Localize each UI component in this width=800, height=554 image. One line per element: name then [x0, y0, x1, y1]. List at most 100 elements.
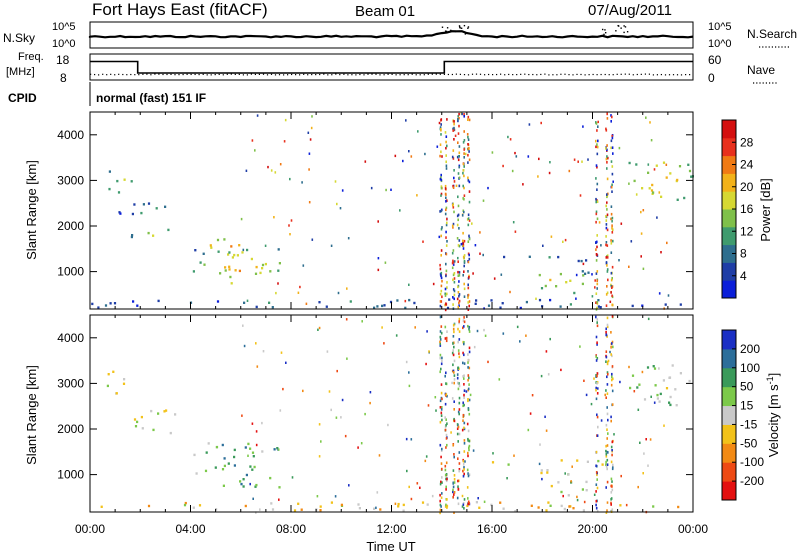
- noise-cell: [439, 482, 442, 486]
- noise-cell: [453, 293, 456, 297]
- noise-cell: [595, 145, 597, 149]
- nave-dot: [419, 74, 421, 76]
- nave-dot: [685, 74, 687, 76]
- noise-cell: [438, 235, 441, 239]
- noise-cell: [462, 247, 465, 250]
- echo-cell: [261, 263, 265, 267]
- noise-cell: [456, 155, 459, 159]
- noise-cell: [547, 373, 550, 376]
- echo-cell: [238, 244, 241, 247]
- noise-cell: [606, 360, 609, 364]
- noise-cell: [606, 208, 608, 211]
- noise-cell: [445, 371, 447, 375]
- echo-cell: [113, 302, 117, 305]
- noise-cell: [605, 304, 608, 307]
- noise-cell: [410, 155, 413, 158]
- noise-cell: [417, 130, 419, 133]
- noise-cell: [453, 381, 455, 385]
- echo-cell: [231, 256, 234, 259]
- noise-cell: [309, 138, 312, 141]
- nsearch-dot: [459, 26, 461, 28]
- noise-cell: [445, 269, 448, 273]
- nave-dot: [110, 73, 112, 75]
- noise-cell: [467, 135, 469, 139]
- echo-cell: [581, 270, 584, 273]
- noise-cell: [453, 260, 456, 263]
- echo-cell: [216, 300, 220, 303]
- echo-cell: [643, 398, 647, 401]
- noise-cell: [457, 274, 460, 277]
- noise-cell: [453, 511, 455, 514]
- freq-tick-bottom: 8: [60, 71, 67, 85]
- noise-cell: [424, 459, 427, 463]
- noise-cell: [596, 270, 599, 273]
- noise-cell: [255, 443, 258, 447]
- noise-cell: [457, 158, 460, 162]
- echo-cell: [192, 270, 195, 273]
- noise-cell: [445, 236, 447, 239]
- noise-cell: [610, 501, 612, 505]
- noise-cell: [466, 422, 469, 426]
- echo-cell: [207, 442, 210, 445]
- noise-cell: [541, 477, 543, 481]
- noise-cell: [611, 172, 614, 176]
- nsearch-dot: [603, 33, 605, 36]
- noise-cell: [467, 437, 469, 441]
- noise-cell: [596, 415, 599, 419]
- x-tick-label: 16:00: [477, 522, 507, 536]
- noise-cell: [439, 177, 442, 181]
- noise-cell: [596, 372, 599, 375]
- noise-cell: [595, 292, 598, 295]
- nave-dot: [463, 74, 466, 76]
- nave-dot: [94, 73, 96, 76]
- noise-cell: [611, 146, 614, 149]
- echo-cell: [131, 234, 134, 237]
- noise-cell: [611, 136, 614, 140]
- noise-cell: [289, 233, 291, 236]
- noise-cell: [575, 297, 577, 300]
- noise-cell: [467, 301, 469, 304]
- noise-cell: [453, 126, 455, 130]
- echo-cell: [683, 196, 686, 200]
- noise-cell: [308, 152, 311, 155]
- noise-cell: [468, 158, 471, 162]
- nave-dot: [552, 74, 554, 76]
- noise-cell: [452, 206, 455, 209]
- echo-cell: [240, 482, 243, 486]
- noise-cell: [446, 505, 449, 508]
- noise-cell: [464, 460, 466, 463]
- noise-cell: [446, 422, 448, 425]
- noise-cell: [610, 497, 613, 500]
- echo-cell: [214, 466, 217, 469]
- noise-cell: [261, 421, 263, 425]
- noise-cell: [456, 423, 459, 426]
- nsky-tick-top: 10^5: [52, 21, 76, 33]
- noise-cell: [620, 474, 622, 478]
- nave-dot: [307, 74, 309, 76]
- noise-cell: [472, 272, 474, 275]
- y-tick-label: 1000: [57, 468, 84, 482]
- noise-cell: [467, 407, 470, 410]
- noise-cell: [610, 383, 613, 387]
- noise-cell: [441, 279, 443, 283]
- noise-cell: [514, 230, 517, 233]
- noise-cell: [457, 204, 460, 208]
- noise-cell: [468, 200, 471, 204]
- noise-cell: [452, 226, 454, 229]
- colorbar-swatch: [722, 367, 736, 388]
- noise-cell: [487, 186, 489, 190]
- noise-cell: [440, 192, 443, 196]
- echo-cell: [230, 245, 233, 248]
- noise-cell: [562, 494, 564, 498]
- noise-cell: [457, 387, 460, 391]
- noise-cell: [605, 396, 607, 399]
- noise-cell: [468, 147, 470, 150]
- noise-cell: [452, 259, 454, 263]
- colorbar-tick-label: 24: [740, 158, 754, 172]
- noise-cell: [596, 486, 599, 490]
- noise-cell: [457, 119, 459, 123]
- noise-cell: [452, 490, 454, 494]
- echo-cell: [582, 509, 585, 512]
- noise-cell: [445, 424, 447, 427]
- noise-cell: [606, 264, 608, 267]
